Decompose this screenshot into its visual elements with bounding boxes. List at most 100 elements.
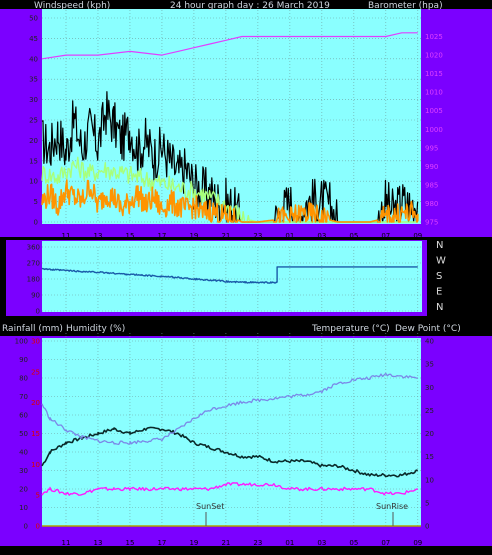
temp-x-tick: 23 — [253, 539, 262, 547]
temp-y-tick: 10 — [425, 476, 434, 484]
baro-y-tick: 1010 — [425, 89, 443, 97]
dir-y-tick: 0 — [36, 308, 40, 316]
temp-x-tick: 07 — [381, 539, 390, 547]
temp-axis-label: Temperature (°C) — [311, 324, 390, 334]
temp-x-tick: 09 — [413, 539, 422, 547]
rain-y-tick: 15 — [31, 430, 40, 438]
wind-y-tick: 0 — [34, 219, 38, 227]
temp-x-tick: 13 — [94, 539, 103, 547]
baro-y-tick: 1020 — [425, 52, 443, 60]
humidity-y-tick: 90 — [19, 356, 28, 364]
temp-y-tick: 40 — [425, 338, 434, 346]
wind-x-tick: 11 — [62, 232, 71, 240]
wind-y-tick: 20 — [29, 137, 38, 145]
wind-x-tick: 19 — [189, 232, 198, 240]
series-humidity — [41, 372, 418, 445]
series-direction-noisy — [41, 267, 278, 284]
humidity-y-tick: 60 — [19, 412, 28, 420]
wind-y-tick: 10 — [29, 178, 38, 186]
temp-y-tick: 15 — [425, 453, 434, 461]
dir-y-tick: 270 — [27, 260, 40, 268]
wind-x-tick: 05 — [349, 232, 358, 240]
baro-y-tick: 1025 — [425, 33, 443, 41]
humidity-y-tick: 100 — [15, 338, 28, 346]
baro-y-tick: 1000 — [425, 126, 443, 134]
humidity-axis-label: Humidity (%) — [66, 324, 125, 334]
rain-axis-label: Rainfall (mm) — [2, 324, 63, 334]
rain-y-tick: 10 — [31, 461, 40, 469]
temp-y-tick: 35 — [425, 361, 434, 369]
data-series — [41, 32, 421, 527]
series-direction-steady — [276, 266, 418, 283]
temp-x-tick: 03 — [317, 539, 326, 547]
wind-x-tick: 15 — [125, 232, 134, 240]
temp-y-tick: 20 — [425, 430, 434, 438]
humidity-y-tick: 30 — [19, 467, 28, 475]
dir-letter: W — [436, 256, 446, 267]
temp-y-tick: 5 — [425, 499, 429, 507]
rain-y-tick: 30 — [31, 338, 40, 346]
wind-x-tick: 03 — [317, 232, 326, 240]
wind-axis-label: Windspeed (kph) — [34, 1, 110, 11]
rain-y-tick: 25 — [31, 368, 40, 376]
temp-plot-area — [42, 338, 421, 526]
series-avg — [41, 179, 419, 223]
temp-y-tick: 0 — [425, 523, 429, 531]
dir-plot-area — [42, 241, 422, 312]
wind-x-tick: 17 — [157, 232, 166, 240]
temp-y-tick: 25 — [425, 407, 434, 415]
temp-x-tick: 21 — [221, 539, 230, 547]
series-barometer — [41, 32, 418, 60]
wind-y-tick: 30 — [29, 96, 38, 104]
baro-y-tick: 990 — [425, 163, 438, 171]
baro-y-tick: 1015 — [425, 70, 443, 78]
baro-y-tick: 975 — [425, 219, 438, 227]
wind-y-tick: 40 — [29, 55, 38, 63]
wind-x-tick: 09 — [413, 232, 422, 240]
temp-x-tick: 05 — [349, 539, 358, 547]
temp-x-tick: 01 — [285, 539, 294, 547]
wind-y-tick: 15 — [29, 157, 38, 165]
dir-y-tick: 180 — [27, 276, 40, 284]
dir-y-tick: 90 — [31, 292, 40, 300]
humidity-y-tick: 0 — [24, 523, 28, 531]
humidity-y-tick: 70 — [19, 393, 28, 401]
dir-letter: S — [436, 271, 442, 282]
rain-y-tick: 5 — [36, 492, 40, 500]
wind-y-tick: 35 — [29, 76, 38, 84]
wind-y-tick: 5 — [34, 198, 38, 206]
baro-y-tick: 1005 — [425, 107, 443, 115]
baro-y-tick: 980 — [425, 200, 438, 208]
humidity-y-tick: 20 — [19, 486, 28, 494]
baro-y-tick: 995 — [425, 144, 438, 152]
temp-x-tick: 17 — [157, 539, 166, 547]
barometer-axis-label: Barometer (hpa) — [368, 1, 443, 11]
humidity-y-tick: 50 — [19, 430, 28, 438]
wind-x-tick: 07 — [381, 232, 390, 240]
rain-y-tick: 0 — [36, 523, 40, 531]
page-title: 24 hour graph day : 26 March 2019 — [170, 1, 330, 11]
humidity-y-tick: 40 — [19, 449, 28, 457]
temp-x-tick: 15 — [125, 539, 134, 547]
dir-y-tick: 360 — [27, 244, 40, 252]
wind-x-tick: 23 — [253, 232, 262, 240]
wind-x-tick: 01 — [285, 232, 294, 240]
temp-x-tick: 11 — [62, 539, 71, 547]
series-dewpoint — [41, 482, 418, 496]
wind-y-tick: 50 — [29, 15, 38, 23]
rain-y-tick: 20 — [31, 399, 40, 407]
wind-y-tick: 25 — [29, 117, 38, 125]
sunset-label: SunSet — [196, 502, 224, 511]
dir-letter: E — [436, 287, 442, 298]
wind-x-tick: 21 — [221, 232, 230, 240]
series-temperature — [41, 426, 418, 478]
humidity-y-tick: 80 — [19, 375, 28, 383]
wind-x-tick: 13 — [94, 232, 103, 240]
dir-letter: N — [436, 302, 443, 313]
temp-y-tick: 30 — [425, 384, 434, 392]
sunrise-label: SunRise — [376, 502, 408, 511]
dir-letter: N — [436, 240, 443, 251]
